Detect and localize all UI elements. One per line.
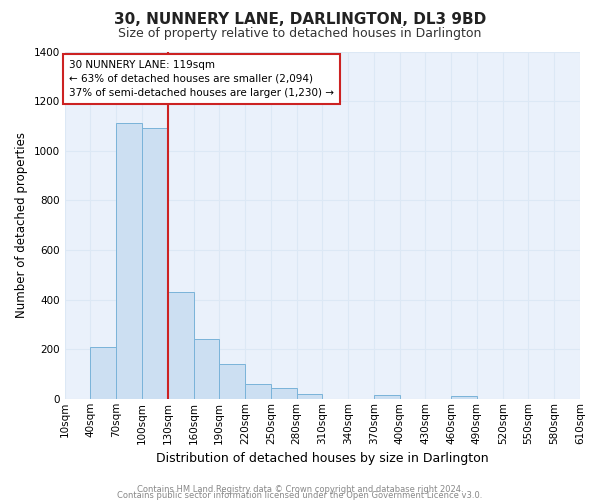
Text: 30 NUNNERY LANE: 119sqm
← 63% of detached houses are smaller (2,094)
37% of semi: 30 NUNNERY LANE: 119sqm ← 63% of detache… [69,60,334,98]
Bar [245,384,271,399]
Bar [451,396,477,399]
Bar [142,128,168,399]
Bar [91,347,116,399]
Y-axis label: Number of detached properties: Number of detached properties [15,132,28,318]
Bar [374,395,400,399]
Text: Size of property relative to detached houses in Darlington: Size of property relative to detached ho… [118,28,482,40]
Bar [193,340,219,399]
Bar [296,394,322,399]
Bar [116,124,142,399]
X-axis label: Distribution of detached houses by size in Darlington: Distribution of detached houses by size … [156,452,488,465]
Text: Contains public sector information licensed under the Open Government Licence v3: Contains public sector information licen… [118,492,482,500]
Bar [271,388,296,399]
Bar [219,364,245,399]
Text: 30, NUNNERY LANE, DARLINGTON, DL3 9BD: 30, NUNNERY LANE, DARLINGTON, DL3 9BD [114,12,486,28]
Bar [168,292,193,399]
Text: Contains HM Land Registry data © Crown copyright and database right 2024.: Contains HM Land Registry data © Crown c… [137,484,463,494]
